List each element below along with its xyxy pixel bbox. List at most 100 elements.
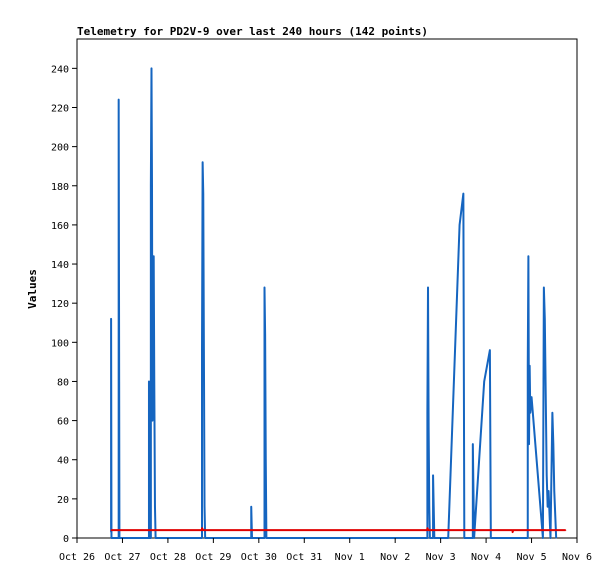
y-tick-label: 0 [63,534,69,545]
data-point [490,537,492,539]
data-point [265,459,267,461]
data-point [549,537,552,539]
data-point [472,490,475,492]
data-point [427,529,429,531]
data-point [150,537,152,539]
data-point [110,318,112,320]
x-tick-label: Nov 1 [335,552,365,563]
data-point [527,255,529,257]
y-tick-label: 40 [57,456,69,467]
data-point [202,192,204,195]
data-point [151,185,153,187]
data-point [201,529,203,531]
data-point [203,349,205,351]
data-point [530,396,533,398]
data-point [265,537,267,539]
y-tick-label: 100 [51,338,69,349]
data-point [118,318,120,320]
data-point [151,419,154,422]
data-point [555,537,557,539]
data-point [463,537,465,539]
plot-area [76,38,578,539]
data-point [472,443,474,445]
data-point [155,537,157,539]
y-tick-label: 120 [51,299,69,310]
data-point [148,537,150,539]
data-point [544,318,546,320]
data-point [472,537,474,539]
data-point [552,443,554,445]
y-axis: 0 20 40 60 80 100 120 140 160 180 200 220 240 [51,64,77,545]
data-point [201,349,203,351]
data-point [427,286,429,289]
data-point [202,529,204,531]
x-tick-label: Oct 28 [150,552,186,563]
data-point [512,529,514,531]
data-point [201,527,203,529]
data-point [429,537,431,539]
data-point [426,527,428,529]
data-point [251,537,253,539]
series-2 [110,527,567,534]
data-point [202,161,204,163]
series-1 [110,67,558,539]
data-point [432,537,434,539]
y-tick-label: 240 [51,64,69,75]
data-point [110,531,112,533]
data-point [264,333,266,336]
data-point [489,349,491,351]
data-point [426,412,428,414]
data-point [118,99,120,101]
data-point [528,443,530,445]
data-point [543,286,545,289]
x-tick-label: Oct 30 [241,552,277,563]
data-point [153,380,155,383]
data-point [251,521,253,523]
y-axis-label: Values [26,269,39,309]
data-point [426,537,428,539]
data-point [426,529,428,531]
y-tick-label: 180 [51,182,69,193]
x-tick-label: Nov 4 [471,552,501,563]
data-point [545,396,547,398]
x-tick-label: Nov 5 [516,552,546,563]
data-point [551,412,553,414]
data-point [150,67,153,69]
data-point [263,537,266,539]
x-axis: Oct 26 Oct 27 Oct 28 Oct 29 Oct 30 Oct 31 Nov … [59,538,592,563]
data-point [148,380,150,383]
data-point [152,396,154,398]
chart-title: Telemetry for PD2V-9 over last 240 hours… [77,25,428,38]
y-tick-label: 140 [51,260,69,271]
data-point [110,537,113,539]
data-point [447,537,449,539]
x-tick-label: Nov 2 [380,552,410,563]
x-tick-label: Oct 31 [286,552,322,563]
series-layer [110,67,567,539]
data-point [529,412,531,414]
data-point [201,537,203,539]
data-point [527,365,529,367]
data-point [483,380,485,383]
data-point [546,474,548,476]
data-point [512,531,514,533]
data-point [527,537,529,539]
y-tick-label: 80 [57,377,69,388]
data-point [542,537,544,539]
y-tick-label: 200 [51,143,69,154]
x-tick-label: Nov 6 [562,552,592,563]
data-point [458,224,461,226]
data-point [547,506,549,508]
y-tick-label: 20 [57,495,69,506]
data-point [153,255,155,257]
y-tick-label: 220 [51,103,69,114]
data-point [433,537,435,539]
data-point [110,425,112,428]
data-point [565,529,567,531]
data-point [433,506,435,508]
x-tick-label: Oct 26 [59,552,95,563]
data-point [150,185,152,187]
data-point [473,537,475,539]
data-point [204,537,206,539]
